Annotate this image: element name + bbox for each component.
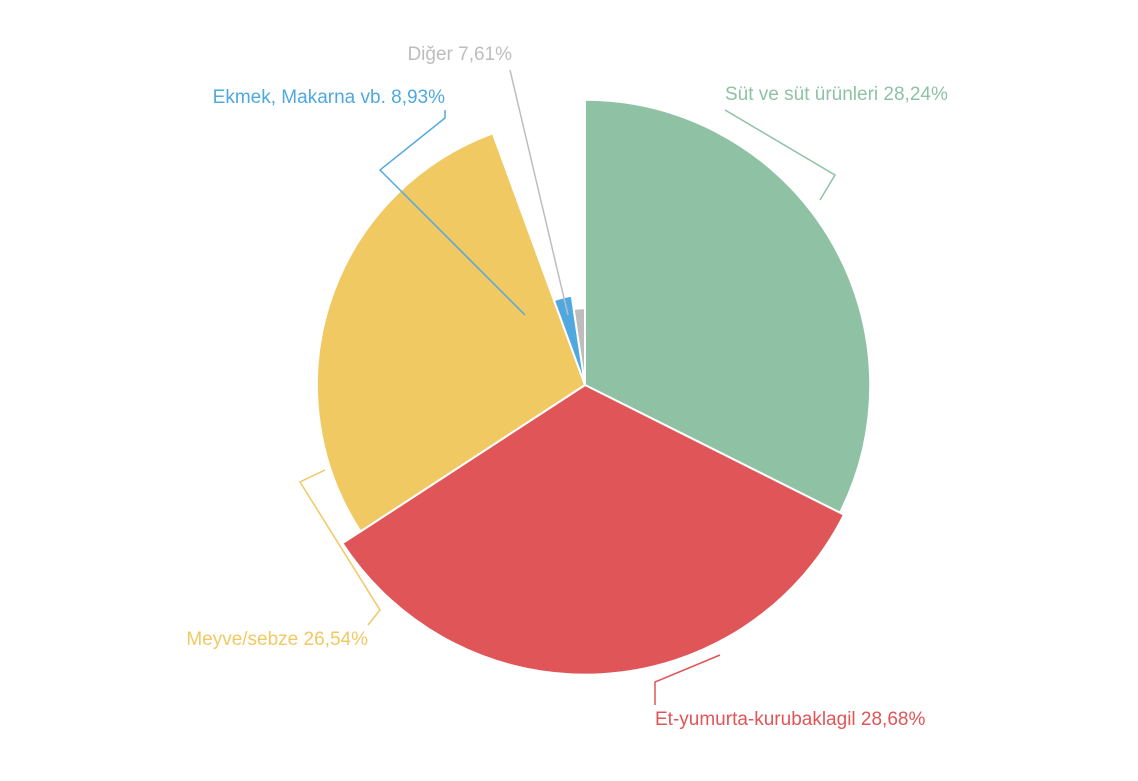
pie-slice: [572, 307, 586, 386]
slice-name: Diğer: [407, 44, 453, 65]
slice-value-label: 28,68%: [861, 709, 926, 730]
slice-label: Meyve/sebze 26,54%: [186, 629, 368, 650]
slice-label: Ekmek, Makarna vb. 8,93%: [213, 87, 445, 108]
slice-value-label: 7,61%: [458, 44, 512, 65]
slice-value-label: 26,54%: [304, 629, 369, 650]
slice-label: Et-yumurta-kurubaklagil 28,68%: [655, 709, 925, 730]
slice-value-label: 28,24%: [883, 84, 948, 105]
slice-name: Süt ve süt ürünleri: [725, 84, 878, 105]
pie-slice: [584, 98, 872, 515]
leader-line: [298, 469, 381, 626]
leader-line: [724, 109, 837, 201]
slice-label: Diğer 7,61%: [407, 44, 512, 65]
leader-line: [654, 654, 721, 705]
pie-slice: [341, 383, 846, 676]
slice-value-label: 8,93%: [391, 87, 445, 108]
slice-name: Et-yumurta-kurubaklagil: [655, 709, 856, 730]
leader-line: [378, 110, 526, 316]
pie-slice: [316, 132, 587, 533]
slice-name: Ekmek, Makarna vb.: [213, 87, 386, 108]
leader-line: [509, 69, 569, 316]
slice-name: Meyve/sebze: [186, 629, 298, 650]
slice-label: Süt ve süt ürünleri 28,24%: [725, 84, 948, 105]
pie-slice: [552, 294, 586, 386]
